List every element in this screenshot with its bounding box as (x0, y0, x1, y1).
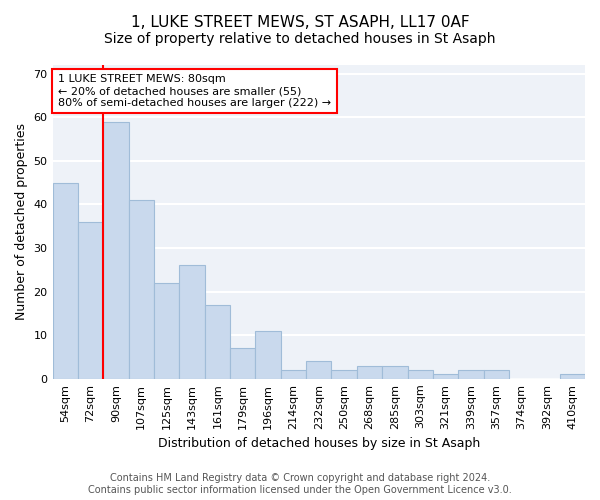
Text: 1, LUKE STREET MEWS, ST ASAPH, LL17 0AF: 1, LUKE STREET MEWS, ST ASAPH, LL17 0AF (131, 15, 469, 30)
Text: 1 LUKE STREET MEWS: 80sqm
← 20% of detached houses are smaller (55)
80% of semi-: 1 LUKE STREET MEWS: 80sqm ← 20% of detac… (58, 74, 331, 108)
Text: Contains HM Land Registry data © Crown copyright and database right 2024.
Contai: Contains HM Land Registry data © Crown c… (88, 474, 512, 495)
Y-axis label: Number of detached properties: Number of detached properties (15, 124, 28, 320)
Bar (560, 374, 585, 379)
Bar (281, 370, 306, 379)
Bar (78, 222, 103, 379)
Bar (484, 370, 509, 379)
Bar (179, 266, 205, 379)
Bar (458, 370, 484, 379)
Bar (331, 370, 357, 379)
X-axis label: Distribution of detached houses by size in St Asaph: Distribution of detached houses by size … (158, 437, 480, 450)
Bar (128, 200, 154, 379)
Bar (154, 283, 179, 379)
Text: Size of property relative to detached houses in St Asaph: Size of property relative to detached ho… (104, 32, 496, 46)
Bar (103, 122, 128, 379)
Bar (256, 331, 281, 379)
Bar (382, 366, 407, 379)
Bar (407, 370, 433, 379)
Bar (230, 348, 256, 379)
Bar (53, 182, 78, 379)
Bar (205, 304, 230, 379)
Bar (357, 366, 382, 379)
Bar (306, 362, 331, 379)
Bar (433, 374, 458, 379)
